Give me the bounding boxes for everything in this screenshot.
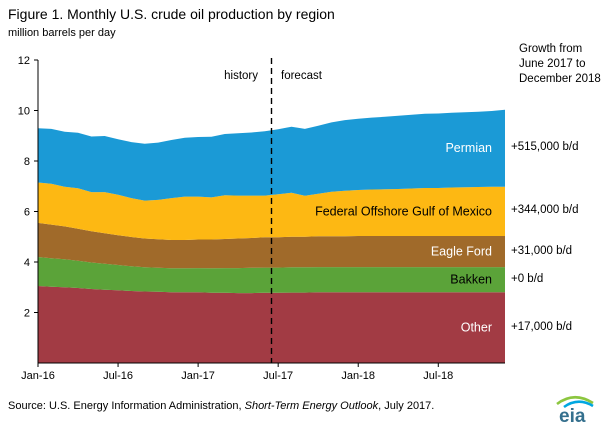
growth-value-other: +17,000 b/d (511, 320, 573, 333)
figure-title: Figure 1. Monthly U.S. crude oil product… (8, 6, 335, 22)
y-tick-label: 10 (18, 106, 30, 118)
area-eagle-ford (38, 222, 505, 269)
area-other (38, 286, 505, 363)
x-tick-label: Jan-17 (181, 370, 215, 382)
eia-logo: eia (556, 395, 594, 426)
y-axis-units-label: million barrels per day (8, 27, 116, 39)
series-label-other: Other (461, 321, 492, 335)
area-bakken (38, 257, 505, 294)
x-tick-label: Jul-16 (103, 370, 133, 382)
area-permian (38, 109, 505, 201)
y-tick-label: 12 (18, 55, 30, 67)
growth-value-bakken: +0 b/d (511, 272, 544, 285)
growth-value-federal-offshore-gulf-of-mexico: +344,000 b/d (511, 204, 579, 217)
eia-logo-blue-swoosh (563, 400, 594, 409)
history-label: history (224, 70, 258, 82)
x-tick-label: Jan-18 (341, 370, 375, 382)
series-label-federal-offshore-gulf-of-mexico: Federal Offshore Gulf of Mexico (315, 204, 492, 218)
forecast-label: forecast (281, 70, 322, 82)
y-tick-label: 2 (24, 308, 30, 320)
eia-logo-green-swoosh (556, 395, 594, 406)
series-label-eagle-ford: Eagle Ford (431, 245, 492, 259)
y-tick-label: 8 (24, 156, 30, 168)
source-line: Source: U.S. Energy Information Administ… (8, 400, 434, 412)
growth-value-eagle-ford: +31,000 b/d (511, 244, 573, 257)
growth-header: Growth from June 2017 to December 2018 (519, 43, 601, 85)
series-label-permian: Permian (445, 141, 492, 155)
y-tick-label: 6 (24, 207, 30, 219)
x-tick-label: Jan-16 (21, 370, 55, 382)
source-suffix: , July 2017. (378, 400, 435, 412)
eia-logo-text: eia (559, 406, 586, 426)
series-label-bakken: Bakken (450, 273, 492, 287)
growth-value-permian: +515,000 b/d (511, 141, 579, 154)
x-tick-label: Jul-17 (263, 370, 293, 382)
source-publication: Short-Term Energy Outlook (244, 400, 379, 412)
x-tick-label: Jul-18 (423, 370, 453, 382)
y-tick-label: 4 (24, 257, 30, 269)
source-prefix: Source: U.S. Energy Information Administ… (8, 400, 245, 412)
